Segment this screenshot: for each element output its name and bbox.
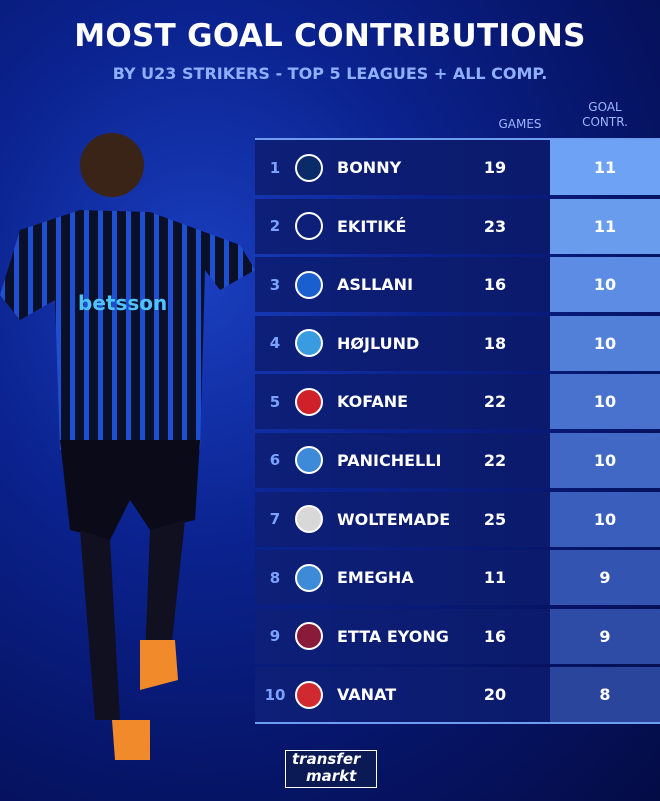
goal-header-line2: CONTR. — [582, 115, 628, 129]
page-subtitle: BY U23 STRIKERS - TOP 5 LEAGUES + ALL CO… — [112, 64, 548, 83]
page-title: MOST GOAL CONTRIBUTIONS — [74, 18, 586, 54]
player-name: ETTA EYONG — [337, 626, 449, 646]
table-row: 5 KOFANE 22 10 — [255, 374, 660, 430]
table-row: 10 VANAT 20 8 — [255, 667, 660, 723]
player-name: KOFANE — [337, 392, 409, 412]
goal-contributions-value: 9 — [550, 608, 660, 664]
goal-contributions-value: 10 — [550, 374, 660, 430]
player-name: WOLTEMADE — [337, 509, 451, 529]
goal-contributions-value: 10 — [550, 491, 660, 547]
games-value: 16 — [483, 626, 507, 646]
rank: 8 — [269, 568, 281, 587]
club-crest-icon — [295, 622, 323, 651]
goal-contributions-value: 8 — [550, 667, 660, 723]
club-crest-icon — [295, 387, 323, 416]
rank: 9 — [269, 627, 281, 646]
goal-contributions-header: GOAL CONTR. — [550, 100, 660, 130]
rank: 3 — [269, 275, 281, 294]
rank: 7 — [269, 510, 281, 529]
player-name: PANICHELLI — [337, 450, 442, 470]
player-name: BONNY — [337, 158, 402, 177]
games-value: 11 — [483, 568, 507, 588]
rank: 2 — [269, 217, 281, 236]
goal-contributions-value: 10 — [550, 315, 660, 371]
goal-contributions-value: 11 — [550, 140, 660, 195]
table-row: 3 ASLLANI 16 10 — [255, 257, 660, 313]
rank: 1 — [269, 158, 281, 177]
transfermarkt-logo: transfer markt — [285, 750, 377, 788]
games-value: 22 — [483, 450, 507, 470]
games-value: 22 — [483, 392, 507, 412]
goal-contributions-value: 10 — [550, 432, 660, 488]
club-crest-icon — [295, 505, 323, 534]
table-row: 4 HØJLUND 18 10 — [255, 315, 660, 371]
goal-contributions-value: 10 — [550, 257, 660, 313]
games-value: 18 — [483, 333, 507, 353]
logo-line1: transfer — [292, 750, 361, 768]
rankings-table: 1 BONNY 19 11 2 EKITIKÉ 23 11 3 ASLLANI 16… — [255, 138, 660, 725]
club-crest-icon — [295, 446, 323, 475]
table-row: 7 WOLTEMADE 25 10 — [255, 491, 660, 547]
table-row: 6 PANICHELLI 22 10 — [255, 432, 660, 488]
games-value: 20 — [483, 685, 507, 705]
games-value: 19 — [483, 158, 507, 177]
games-value: 25 — [483, 509, 507, 529]
table-row: 1 BONNY 19 11 — [255, 140, 660, 195]
club-crest-icon — [295, 270, 323, 299]
goal-header-line1: GOAL — [588, 100, 622, 114]
goal-contributions-value: 9 — [550, 550, 660, 606]
rank: 5 — [269, 392, 281, 411]
club-crest-icon — [295, 329, 323, 358]
player-name: EKITIKÉ — [337, 216, 407, 236]
club-crest-icon — [295, 680, 323, 709]
club-crest-icon — [295, 153, 323, 182]
player-name: ASLLANI — [337, 275, 414, 295]
player-photo: betsson — [0, 133, 255, 760]
games-header: GAMES — [498, 117, 542, 131]
table-row: 9 ETTA EYONG 16 9 — [255, 608, 660, 664]
rank: 4 — [269, 334, 281, 353]
table-row: 8 EMEGHA 11 9 — [255, 550, 660, 606]
club-crest-icon — [295, 563, 323, 592]
club-crest-icon — [295, 212, 323, 241]
table-row: 2 EKITIKÉ 23 11 — [255, 198, 660, 254]
svg-text:betsson: betsson — [78, 291, 167, 315]
games-value: 16 — [483, 275, 507, 295]
player-name: VANAT — [337, 685, 397, 705]
rank: 10 — [264, 685, 286, 704]
rank: 6 — [269, 451, 281, 470]
logo-line2: markt — [306, 767, 357, 785]
player-name: EMEGHA — [337, 568, 414, 588]
player-name: HØJLUND — [337, 333, 420, 353]
goal-contributions-value: 11 — [550, 198, 660, 254]
games-value: 23 — [483, 216, 507, 236]
